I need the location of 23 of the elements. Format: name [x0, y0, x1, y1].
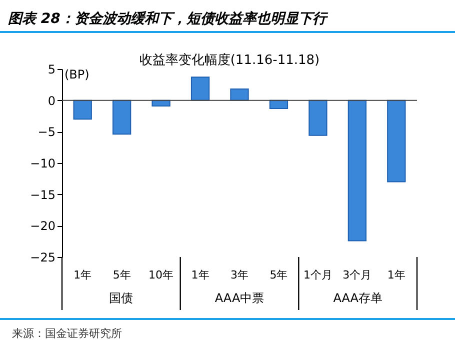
source-note: 来源：国金证券研究所	[12, 327, 122, 340]
chart-subtitle: 收益率变化幅度(11.16-11.18)	[139, 52, 320, 68]
text: AAA存单	[333, 291, 382, 305]
x-tick-label: 1个月	[303, 268, 332, 282]
chart-title: 图表 28：资金波动缓和下，短债收益率也明显下行	[8, 10, 328, 27]
y-tick-label: −25	[30, 250, 56, 264]
x-tick-label: 3年	[230, 268, 248, 282]
text: 国债	[109, 291, 134, 305]
x-tick-label: 1年	[74, 268, 92, 282]
y-tick-label: −5	[38, 125, 56, 140]
x-tick-label: 5年	[270, 268, 288, 282]
y-axis-title: (BP)	[64, 68, 90, 82]
y-tick-label: −15	[30, 188, 56, 202]
y-tick-label: −20	[30, 219, 56, 234]
y-tick-label: −10	[30, 156, 56, 170]
x-tick-label: 1年	[191, 268, 210, 282]
x-tick-label: 3个月	[342, 268, 372, 282]
x-tick-label: 1年	[387, 268, 406, 282]
text: AAA中票	[214, 291, 264, 305]
x-tick-label: 10年	[148, 268, 174, 282]
x-tick-label: 5年	[112, 268, 131, 282]
y-tick-label: 5	[48, 62, 56, 76]
y-tick-label: 0	[48, 94, 56, 108]
